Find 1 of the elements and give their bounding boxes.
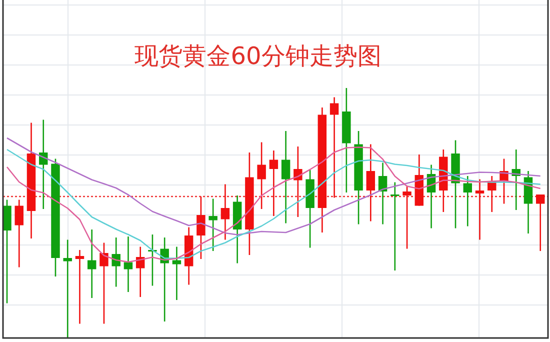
chart-title: 现货黄金60分钟走势图 bbox=[134, 42, 382, 70]
